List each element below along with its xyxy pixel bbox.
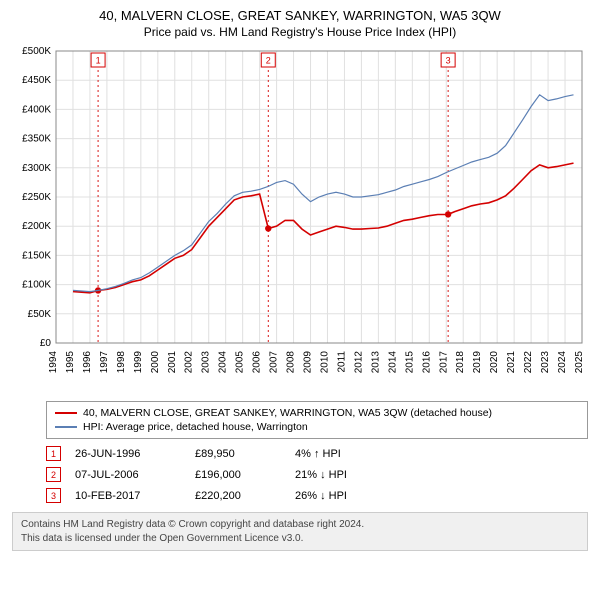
svg-text:1995: 1995 <box>65 351 76 374</box>
footer-line-1: Contains HM Land Registry data © Crown c… <box>21 518 579 532</box>
svg-text:2005: 2005 <box>235 351 246 374</box>
svg-text:2019: 2019 <box>472 351 483 374</box>
price-chart: £0 £50K £100K £150K £200K £250K £300K £350K £400… <box>10 43 590 393</box>
sale-date-3: 10-FEB-2017 <box>75 490 195 502</box>
svg-text:£500K: £500K <box>22 46 51 57</box>
svg-text:1: 1 <box>96 56 101 66</box>
svg-text:2013: 2013 <box>370 351 381 374</box>
svg-text:2017: 2017 <box>438 351 449 374</box>
title-line-1: 40, MALVERN CLOSE, GREAT SANKEY, WARRING… <box>10 8 590 23</box>
legend-label-subject: 40, MALVERN CLOSE, GREAT SANKEY, WARRING… <box>83 407 492 419</box>
sale-delta-1: 4% ↑ HPI <box>295 448 415 460</box>
svg-text:2001: 2001 <box>167 351 178 374</box>
sale-marker-3: 3 <box>46 488 61 503</box>
svg-text:2025: 2025 <box>574 351 585 374</box>
svg-text:2022: 2022 <box>523 351 534 374</box>
svg-text:2014: 2014 <box>387 351 398 374</box>
sale-date-2: 07-JUL-2006 <box>75 469 195 481</box>
svg-text:2008: 2008 <box>286 351 297 374</box>
legend-item-hpi: HPI: Average price, detached house, Warr… <box>55 420 579 434</box>
svg-text:1994: 1994 <box>48 351 59 374</box>
svg-text:1997: 1997 <box>99 351 110 374</box>
svg-text:2015: 2015 <box>404 351 415 374</box>
svg-text:£450K: £450K <box>22 75 51 86</box>
chart-svg: £0 £50K £100K £150K £200K £250K £300K £350K £400… <box>10 43 590 393</box>
svg-text:2010: 2010 <box>319 351 330 374</box>
svg-text:2021: 2021 <box>506 351 517 374</box>
chart-title-block: 40, MALVERN CLOSE, GREAT SANKEY, WARRING… <box>0 0 600 43</box>
svg-text:2012: 2012 <box>353 351 364 374</box>
sale-row-3: 3 10-FEB-2017 £220,200 26% ↓ HPI <box>46 485 588 506</box>
svg-text:1999: 1999 <box>133 351 144 374</box>
svg-text:£300K: £300K <box>22 163 51 174</box>
svg-text:£350K: £350K <box>22 134 51 145</box>
svg-text:3: 3 <box>446 56 451 66</box>
svg-text:2002: 2002 <box>184 351 195 374</box>
legend-label-hpi: HPI: Average price, detached house, Warr… <box>83 421 308 433</box>
sale-date-1: 26-JUN-1996 <box>75 448 195 460</box>
sale-marker-1: 1 <box>46 446 61 461</box>
svg-text:£200K: £200K <box>22 221 51 232</box>
svg-text:2018: 2018 <box>455 351 466 374</box>
sale-price-1: £89,950 <box>195 448 295 460</box>
svg-text:2: 2 <box>266 56 271 66</box>
sale-delta-3: 26% ↓ HPI <box>295 490 415 502</box>
sale-marker-2: 2 <box>46 467 61 482</box>
svg-text:£150K: £150K <box>22 250 51 261</box>
svg-text:£400K: £400K <box>22 104 51 115</box>
svg-text:2003: 2003 <box>201 351 212 374</box>
svg-text:2004: 2004 <box>218 351 229 374</box>
sale-delta-2: 21% ↓ HPI <box>295 469 415 481</box>
legend-swatch-subject <box>55 412 77 414</box>
sales-table: 1 26-JUN-1996 £89,950 4% ↑ HPI 2 07-JUL-… <box>46 443 588 506</box>
svg-text:2011: 2011 <box>336 351 347 373</box>
sale-price-3: £220,200 <box>195 490 295 502</box>
svg-text:£250K: £250K <box>22 192 51 203</box>
svg-text:2020: 2020 <box>489 351 500 374</box>
sale-price-2: £196,000 <box>195 469 295 481</box>
svg-text:2016: 2016 <box>421 351 432 374</box>
svg-text:£0: £0 <box>40 338 52 349</box>
legend: 40, MALVERN CLOSE, GREAT SANKEY, WARRING… <box>46 401 588 439</box>
svg-text:£100K: £100K <box>22 280 51 291</box>
legend-swatch-hpi <box>55 426 77 428</box>
attribution-footer: Contains HM Land Registry data © Crown c… <box>12 512 588 551</box>
sale-row-2: 2 07-JUL-2006 £196,000 21% ↓ HPI <box>46 464 588 485</box>
sale-row-1: 1 26-JUN-1996 £89,950 4% ↑ HPI <box>46 443 588 464</box>
svg-text:2007: 2007 <box>269 351 280 374</box>
legend-item-subject: 40, MALVERN CLOSE, GREAT SANKEY, WARRING… <box>55 406 579 420</box>
svg-text:2024: 2024 <box>557 351 568 374</box>
svg-text:£50K: £50K <box>28 309 52 320</box>
title-line-2: Price paid vs. HM Land Registry's House … <box>10 25 590 39</box>
footer-line-2: This data is licensed under the Open Gov… <box>21 532 579 546</box>
svg-text:2023: 2023 <box>540 351 551 374</box>
svg-text:2000: 2000 <box>150 351 161 374</box>
svg-text:1996: 1996 <box>82 351 93 374</box>
svg-text:1998: 1998 <box>116 351 127 374</box>
svg-text:2006: 2006 <box>252 351 263 374</box>
svg-text:2009: 2009 <box>303 351 314 374</box>
